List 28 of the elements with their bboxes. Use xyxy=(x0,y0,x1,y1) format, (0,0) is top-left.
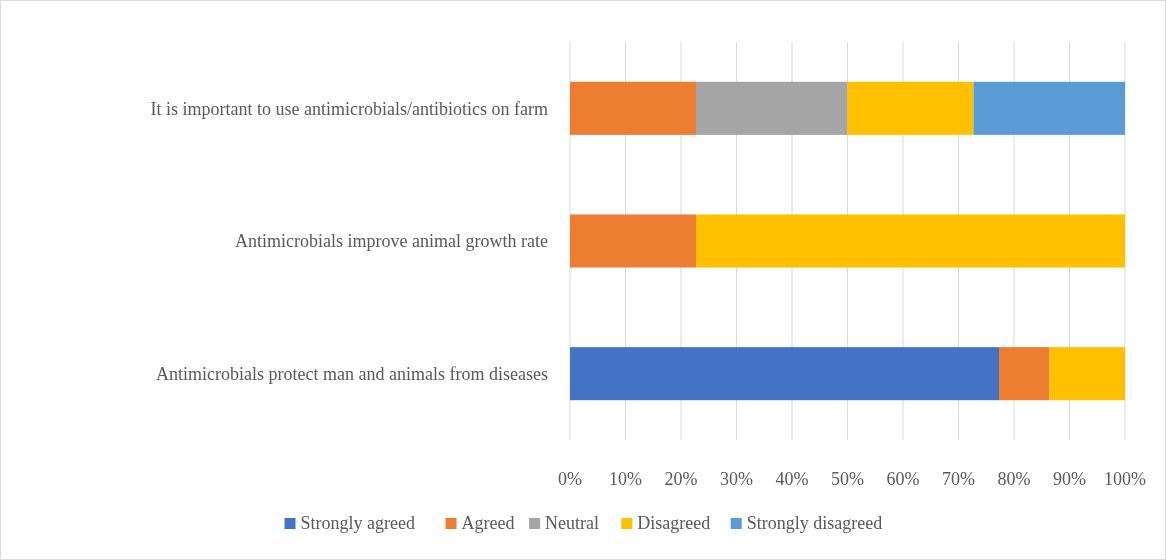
bar xyxy=(570,81,696,135)
y-tick-label: Antimicrobials improve animal growth rate xyxy=(235,231,549,252)
x-tick-label: 40% xyxy=(775,469,809,489)
legend-label: Strongly disagreed xyxy=(746,513,883,533)
x-tick-label: 20% xyxy=(664,469,698,489)
bar xyxy=(570,347,1000,401)
bar xyxy=(847,81,974,135)
x-tick-label: 60% xyxy=(886,469,920,489)
bar xyxy=(695,214,1125,268)
bar xyxy=(570,214,696,268)
y-tick-label: Antimicrobials protect man and animals from diseases xyxy=(156,363,548,384)
legend-label: Strongly agreed xyxy=(300,513,415,533)
x-tick-label: 50% xyxy=(831,469,864,489)
x-tick-label: 80% xyxy=(997,469,1031,489)
x-tick-label: 10% xyxy=(609,469,642,489)
bar xyxy=(1049,347,1125,401)
x-tick-label: 70% xyxy=(942,469,975,489)
bar xyxy=(695,81,848,135)
legend-label: Agreed xyxy=(461,513,515,533)
x-tick-label: 30% xyxy=(720,469,753,489)
x-tick-label: 100% xyxy=(1104,469,1146,489)
legend-label: Disagreed xyxy=(637,513,711,533)
legend-label: Neutral xyxy=(545,513,600,533)
x-tick-label: 90% xyxy=(1053,469,1086,489)
bar xyxy=(999,347,1050,401)
y-tick-label: It is important to use antimicrobials/antibiotics on farm xyxy=(150,98,548,119)
bar xyxy=(973,81,1125,135)
x-tick-label: 0% xyxy=(558,469,582,489)
